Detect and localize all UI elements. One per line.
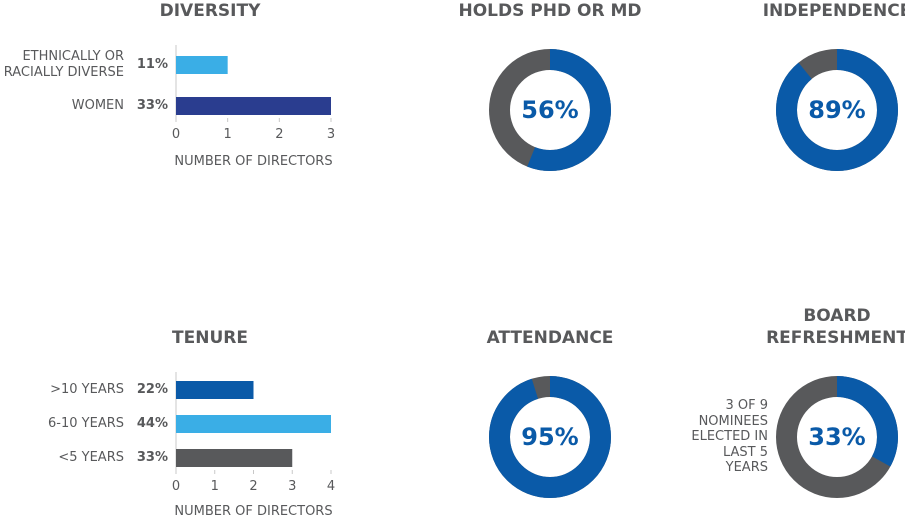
share-label: 22% (136, 382, 168, 397)
donut-arc (776, 49, 898, 171)
x-tick-label: 3 (326, 127, 336, 142)
note: 3 OF 9 NOMINEES ELECTED IN LAST 5 YEARS (691, 398, 768, 475)
x-tick-label: 4 (326, 479, 336, 494)
bar (176, 97, 331, 115)
x-tick-label: 0 (171, 127, 181, 142)
x-tick-label: 0 (171, 479, 181, 494)
x-tick-label: 2 (275, 127, 284, 142)
bar (176, 56, 228, 74)
chart-title: BOARD REFRESHMENT (766, 306, 905, 348)
x-tick-label: 3 (288, 479, 297, 494)
share-label: 33% (136, 450, 168, 465)
donut-value-label: 89% (808, 96, 866, 124)
category-label: 6-10 YEARS (48, 416, 124, 431)
bar (176, 415, 331, 433)
category-label: <5 YEARS (58, 450, 124, 465)
chart-title: TENURE (172, 328, 248, 348)
category-label: >10 YEARS (50, 382, 124, 397)
x-axis-label: NUMBER OF DIRECTORS (174, 504, 333, 519)
donut-arc (776, 376, 898, 498)
x-axis-label: NUMBER OF DIRECTORS (174, 154, 333, 169)
share-label: 11% (136, 57, 168, 72)
donut-arc (489, 49, 611, 171)
chart-title: ATTENDANCE (486, 328, 614, 348)
category-label: WOMEN (71, 98, 124, 113)
x-tick-label: 1 (210, 479, 219, 494)
category-label: ETHNICALLY OR RACIALLY DIVERSE (3, 49, 124, 80)
share-label: 44% (136, 416, 168, 431)
bar (176, 381, 254, 399)
donut-value-label: 95% (521, 423, 579, 451)
x-tick-label: 1 (223, 127, 232, 142)
share-label: 33% (136, 98, 168, 113)
donut-value-label: 56% (521, 96, 579, 124)
donut-value-label: 33% (808, 423, 866, 451)
chart-title: DIVERSITY (159, 1, 261, 21)
chart-title: HOLDS PHD OR MD (458, 1, 642, 21)
chart-title: INDEPENDENCE (762, 1, 905, 21)
donut-arc (489, 376, 611, 498)
bar (176, 449, 293, 467)
x-tick-label: 2 (249, 479, 258, 494)
